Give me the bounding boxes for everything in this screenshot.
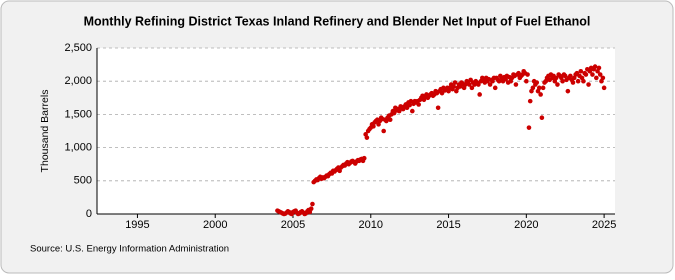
data-point <box>562 73 568 79</box>
data-point <box>435 105 441 111</box>
data-point <box>513 82 519 87</box>
data-point <box>452 80 458 85</box>
data-point <box>540 85 546 91</box>
data-point <box>308 206 314 211</box>
data-point <box>477 92 482 97</box>
y-tick-label: 1,500 <box>64 108 92 120</box>
y-tick-label: 1,000 <box>64 142 92 154</box>
data-point <box>538 92 543 97</box>
y-tick-label: 0 <box>86 208 92 220</box>
data-point <box>581 78 586 84</box>
data-point <box>451 84 456 89</box>
data-point <box>364 135 370 140</box>
data-point <box>555 82 560 87</box>
data-point <box>590 72 595 77</box>
data-point <box>466 82 472 87</box>
data-point <box>387 117 393 123</box>
data-point <box>476 82 481 87</box>
data-point <box>592 64 598 69</box>
data-point <box>496 78 502 84</box>
data-point <box>575 78 581 84</box>
data-point <box>568 73 573 79</box>
data-point <box>534 80 540 85</box>
y-axis-label: Thousand Barrels <box>39 90 51 173</box>
y-tick-label: 2,500 <box>64 42 92 54</box>
data-point <box>416 102 421 107</box>
x-tick-label: 2015 <box>436 219 460 231</box>
y-tick-label: 2,000 <box>64 75 92 87</box>
data-point <box>536 85 542 91</box>
data-point <box>583 72 589 77</box>
x-tick-label: 2005 <box>281 219 305 231</box>
data-point <box>524 78 529 84</box>
data-point <box>525 72 530 77</box>
data-point <box>487 82 493 87</box>
data-point <box>597 72 603 77</box>
data-point <box>578 68 584 74</box>
plot-area <box>97 48 615 214</box>
data-point <box>530 85 536 91</box>
x-tick-label: 1995 <box>125 219 149 231</box>
chart-title: Monthly Refining District Texas Inland R… <box>84 14 591 28</box>
data-point <box>553 75 559 81</box>
data-point <box>407 102 412 108</box>
data-point <box>527 98 533 104</box>
data-point <box>410 108 415 114</box>
data-point <box>565 88 571 94</box>
data-point <box>596 65 602 71</box>
x-tick-label: 2025 <box>592 219 616 231</box>
data-point <box>361 155 367 161</box>
x-tick-label: 2010 <box>359 219 383 231</box>
data-point <box>601 85 607 91</box>
source-note: Source: U.S. Energy Information Administ… <box>30 244 229 255</box>
data-point <box>594 75 599 81</box>
data-point <box>381 128 386 134</box>
data-point <box>570 80 576 85</box>
y-tick-label: 500 <box>74 175 92 187</box>
data-point <box>469 85 475 91</box>
data-point <box>586 82 591 87</box>
data-point <box>539 115 545 121</box>
data-point <box>600 75 606 81</box>
data-point <box>526 125 532 130</box>
data-point <box>560 78 565 84</box>
data-point <box>396 108 402 114</box>
data-point <box>371 124 376 129</box>
data-point <box>310 201 315 207</box>
x-tick-label: 2020 <box>514 219 538 231</box>
x-tick-label: 2000 <box>203 219 227 231</box>
data-point <box>492 85 498 91</box>
